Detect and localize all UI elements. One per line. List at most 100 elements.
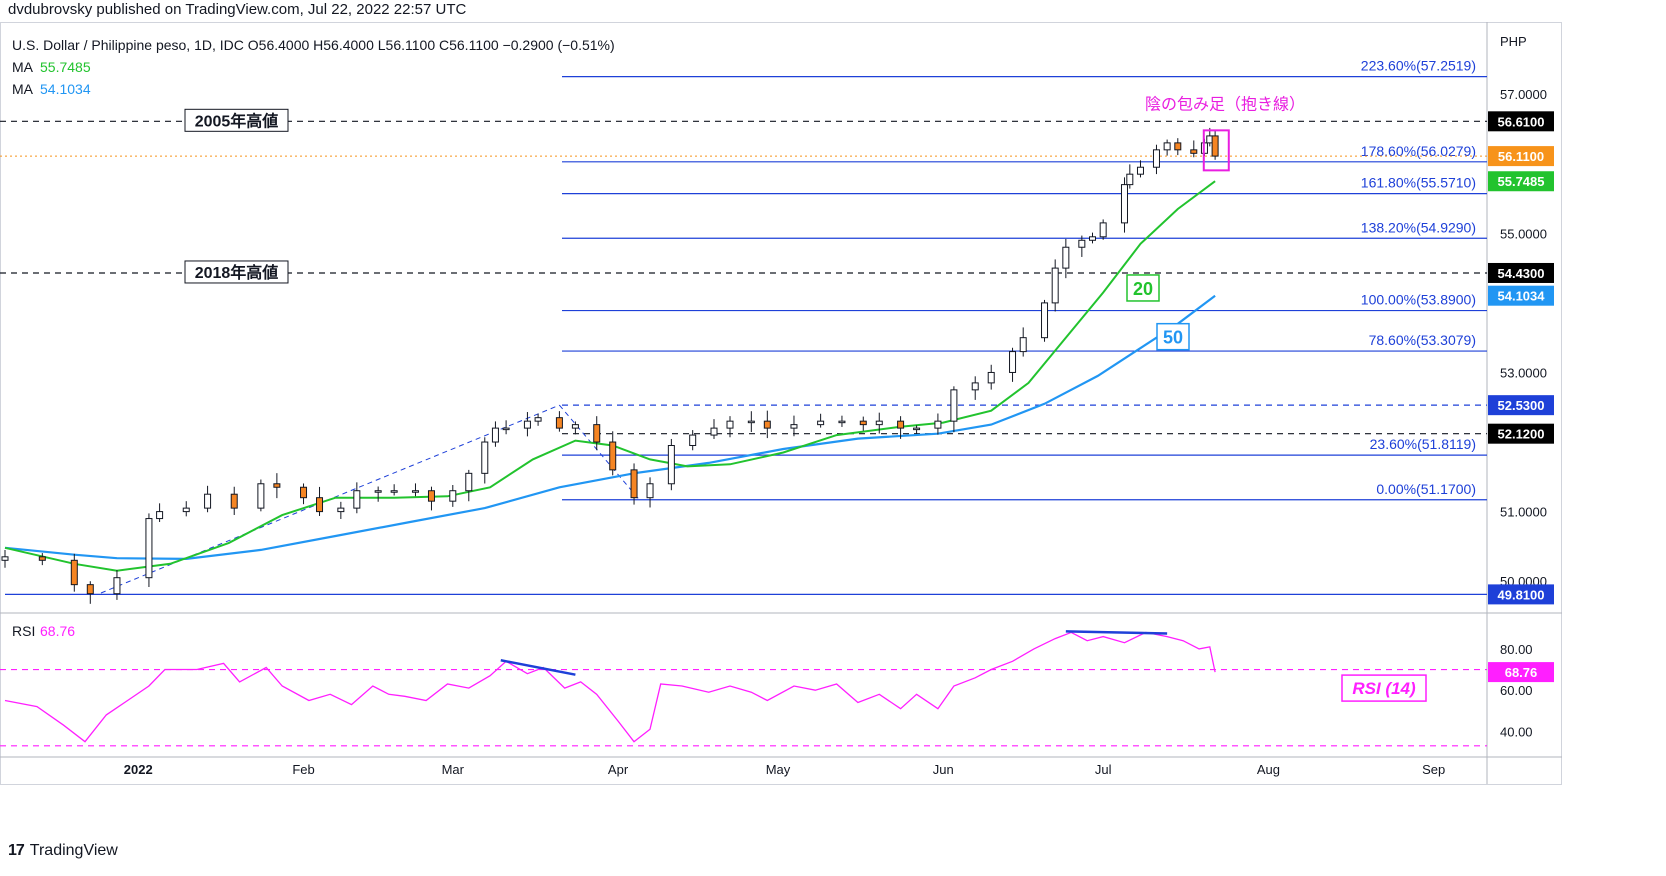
rsi-badge [1488, 662, 1554, 683]
time-tick-label: 2022 [124, 762, 153, 777]
ma2-label: MA [12, 81, 34, 97]
candle-body [534, 417, 542, 422]
candle-body [1099, 222, 1107, 238]
ma2-value: 54.1034 [40, 81, 91, 97]
candle-body [950, 389, 958, 422]
price-tick-label: 55.0000 [1500, 226, 1547, 241]
price-badge [1488, 111, 1554, 132]
level-label: 2018年高値 [195, 263, 279, 282]
ma20-tag-box [1126, 274, 1160, 302]
candle-body [1136, 166, 1144, 175]
candle-body [465, 472, 473, 492]
rsi-divergence-line [500, 659, 576, 676]
price-badge-label: 52.1200 [1498, 427, 1545, 442]
candle-body [1211, 135, 1219, 157]
candle-body [257, 483, 265, 509]
fib-level-label: 78.60%(53.3079) [1369, 332, 1476, 348]
candle-body [726, 420, 734, 429]
brand-label[interactable]: TradingView [29, 842, 118, 859]
candle-body [971, 382, 979, 391]
price-badge-label: 56.6100 [1498, 114, 1545, 129]
candle-body [38, 556, 46, 561]
candle-body [1078, 239, 1086, 248]
candle-body [411, 490, 419, 493]
rsi-tag-box [1341, 674, 1427, 702]
rsi-value: 68.76 [40, 623, 75, 639]
trend-helper-line [559, 404, 640, 501]
candle-body [913, 427, 921, 431]
candle-body [86, 584, 94, 595]
price-badge [1488, 262, 1554, 283]
time-tick-label: Jun [933, 762, 954, 777]
tradingview-logo-icon: 17 [8, 842, 25, 859]
candle-body [747, 420, 755, 424]
candle-body [113, 577, 121, 595]
candle-body [1051, 267, 1059, 304]
price-badge-label: 52.5300 [1498, 398, 1545, 413]
price-badge-label: 54.4300 [1498, 266, 1545, 281]
time-tick-label: Feb [292, 762, 314, 777]
candle-body [481, 441, 489, 474]
candle-body [491, 427, 499, 443]
price-badge-label: 55.7485 [1498, 174, 1545, 189]
fib-level-label: 0.00%(51.1700) [1376, 481, 1476, 497]
ma1-label: MA [12, 59, 34, 75]
rsi-tag: RSI (14) [1352, 679, 1416, 698]
chart-canvas[interactable]: PHP50.000051.000053.000055.000057.000020… [0, 22, 1666, 822]
candle-body [316, 497, 324, 513]
candle-body [449, 490, 457, 502]
symbol-line: U.S. Dollar / Philippine peso, 1D, IDC O… [12, 37, 615, 53]
engulfing-annotation: 陰の包み足（抱き線） [1145, 95, 1305, 113]
candle-body [156, 511, 164, 520]
candle-body [502, 427, 510, 431]
candle-body [609, 441, 617, 471]
fib-level-label: 161.80%(55.5710) [1361, 175, 1476, 191]
candle-body [1163, 142, 1171, 151]
candle-body [1126, 173, 1134, 186]
ma50-tag-box [1156, 322, 1190, 351]
level-label-box [184, 108, 289, 132]
fib-level-label: 223.60%(57.2519) [1361, 58, 1476, 74]
rsi-divergence-line [1065, 630, 1168, 635]
candle-body [646, 483, 654, 499]
candle-body [1041, 302, 1049, 339]
time-tick-label: May [766, 762, 791, 777]
engulfing-highlight-box [1202, 129, 1230, 172]
candle-body [593, 424, 601, 443]
ma1-value: 55.7485 [40, 59, 91, 75]
candle-body [337, 507, 345, 513]
candle-body [300, 486, 308, 499]
candle-body [817, 420, 825, 426]
candle-body [875, 420, 883, 426]
candle-body [571, 424, 579, 429]
candle-body [667, 445, 675, 485]
candle-body [374, 490, 382, 493]
candle-body [230, 493, 238, 509]
rsi-badge-label: 68.76 [1505, 665, 1538, 680]
candle-body [1089, 236, 1096, 241]
candle-body [390, 490, 398, 493]
candle-body [710, 427, 718, 436]
candle-body [987, 371, 995, 384]
level-label: 2005年高値 [195, 111, 279, 130]
candle-body [1190, 149, 1198, 154]
time-tick-label: Mar [442, 762, 465, 777]
candle-body [353, 490, 361, 509]
candle-body [555, 417, 563, 429]
rsi-tick-label: 60.00 [1500, 683, 1533, 698]
rsi-tick-label: 40.00 [1500, 724, 1533, 739]
candle-body [523, 420, 531, 429]
rsi-tick-label: 80.00 [1500, 642, 1533, 657]
candle-body [1, 556, 9, 561]
price-badge [1488, 285, 1554, 306]
rsi-label: RSI [12, 623, 35, 639]
ma20-tag: 20 [1133, 279, 1153, 299]
candle-body [1120, 184, 1128, 224]
candle-body [70, 559, 78, 586]
price-badge [1488, 584, 1554, 605]
price-tick-label: 57.0000 [1500, 87, 1547, 102]
candle-body [1009, 351, 1017, 373]
price-tick-label: 51.0000 [1500, 505, 1547, 520]
price-badge-label: 56.1100 [1498, 149, 1544, 164]
ma50-tag: 50 [1163, 328, 1183, 348]
